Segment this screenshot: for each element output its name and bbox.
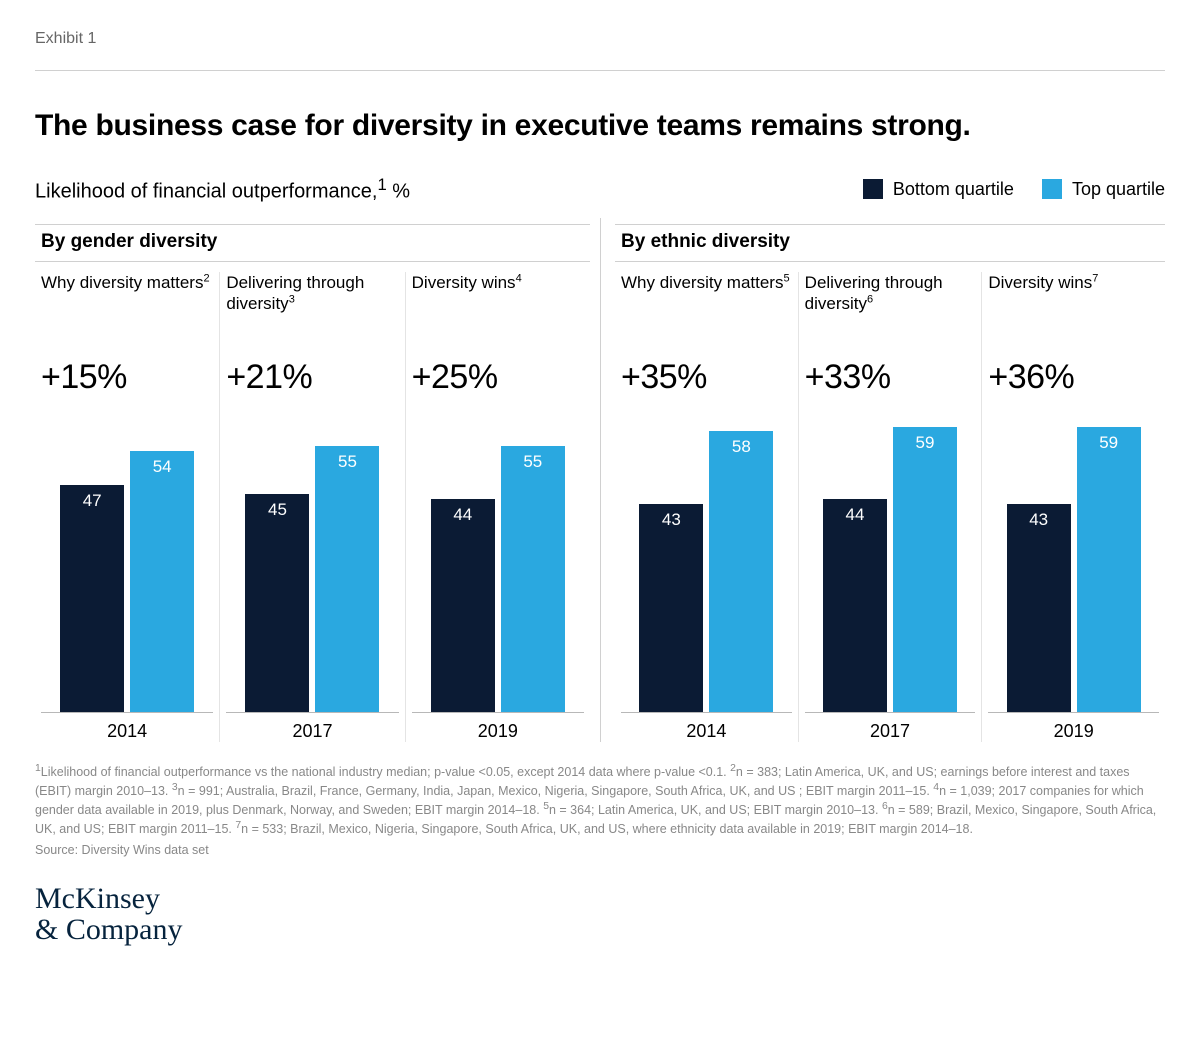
divider: [35, 70, 1165, 71]
logo-line-1: McKinsey: [35, 883, 1165, 915]
delta-value: +15%: [41, 358, 213, 397]
exhibit-label: Exhibit 1: [35, 30, 1165, 48]
panel-label: Delivering through diversity3: [226, 272, 398, 342]
chart-title: The business case for diversity in execu…: [35, 109, 1165, 143]
bars: 43 58: [621, 423, 792, 713]
subtitle-row: Likelihood of financial outperformance,1…: [35, 175, 1165, 204]
panel: Why diversity matters2 +15% 47 54 2014: [35, 272, 220, 742]
panels: Why diversity matters2+15%47542014Delive…: [35, 272, 590, 742]
footnotes: 1Likelihood of financial outperformance …: [35, 762, 1165, 859]
panel-label: Delivering through diversity6: [805, 272, 976, 342]
bar-value-label: 45: [268, 500, 287, 520]
bar-value-label: 58: [732, 437, 751, 457]
mckinsey-logo: McKinsey & Company: [35, 883, 1165, 946]
panel: Delivering through diversity6 +33% 44 59 201…: [799, 272, 983, 742]
panel: Diversity wins4 +25% 44 55 2019: [406, 272, 590, 742]
panel-label: Why diversity matters2: [41, 272, 213, 342]
bar-value-label: 44: [846, 505, 865, 525]
bars: 45 55: [226, 423, 398, 713]
bar-bottom-quartile: 43: [1007, 504, 1071, 712]
chart-sections: By gender diversity Why diversity matters…: [35, 218, 1165, 742]
delta-value: +33%: [805, 358, 976, 397]
bars: 44 55: [412, 423, 584, 713]
legend-top-label: Top quartile: [1072, 179, 1165, 200]
year-label: 2019: [988, 713, 1159, 742]
bar-top-quartile: 59: [1077, 427, 1141, 712]
section-title: By gender diversity: [35, 224, 590, 262]
chart-subtitle: Likelihood of financial outperformance,1…: [35, 175, 410, 204]
panel: Diversity wins7 +36% 43 59 2019: [982, 272, 1165, 742]
legend: Bottom quartile Top quartile: [863, 179, 1165, 200]
delta-value: +21%: [226, 358, 398, 397]
panel: Delivering through diversity3 +21% 45 55 201…: [220, 272, 405, 742]
year-label: 2017: [226, 713, 398, 742]
bar-top-quartile: 54: [130, 451, 194, 712]
bar-value-label: 55: [338, 452, 357, 472]
swatch-top: [1042, 179, 1062, 199]
bar-value-label: 44: [453, 505, 472, 525]
bar-value-label: 59: [1099, 433, 1118, 453]
delta-value: +35%: [621, 358, 792, 397]
bar-bottom-quartile: 43: [639, 504, 703, 712]
footnotes-text: 1Likelihood of financial outperformance …: [35, 762, 1165, 838]
bar-bottom-quartile: 47: [60, 485, 124, 712]
delta-value: +36%: [988, 358, 1159, 397]
bar-value-label: 59: [916, 433, 935, 453]
year-label: 2014: [621, 713, 792, 742]
year-label: 2017: [805, 713, 976, 742]
bars: 44 59: [805, 423, 976, 713]
legend-bottom-quartile: Bottom quartile: [863, 179, 1014, 200]
panel-label: Diversity wins7: [988, 272, 1159, 342]
swatch-bottom: [863, 179, 883, 199]
bar-bottom-quartile: 44: [431, 499, 495, 712]
bar-top-quartile: 58: [709, 431, 773, 711]
section-ethnic: By ethnic diversity Why diversity matters…: [600, 218, 1165, 742]
panel: Why diversity matters5 +35% 43 58 2014: [615, 272, 799, 742]
bar-top-quartile: 55: [315, 446, 379, 712]
bar-value-label: 43: [1029, 510, 1048, 530]
panel-label: Diversity wins4: [412, 272, 584, 342]
source-line: Source: Diversity Wins data set: [35, 842, 1165, 859]
logo-line-2: & Company: [35, 914, 1165, 946]
legend-bottom-label: Bottom quartile: [893, 179, 1014, 200]
section-title: By ethnic diversity: [615, 224, 1165, 262]
bar-value-label: 47: [83, 491, 102, 511]
bars: 43 59: [988, 423, 1159, 713]
legend-top-quartile: Top quartile: [1042, 179, 1165, 200]
delta-value: +25%: [412, 358, 584, 397]
bar-top-quartile: 59: [893, 427, 957, 712]
bar-bottom-quartile: 45: [245, 494, 309, 712]
panel-label: Why diversity matters5: [621, 272, 792, 342]
bar-bottom-quartile: 44: [823, 499, 887, 712]
year-label: 2019: [412, 713, 584, 742]
bar-value-label: 54: [153, 457, 172, 477]
panels: Why diversity matters5+35%43582014Delive…: [615, 272, 1165, 742]
bars: 47 54: [41, 423, 213, 713]
year-label: 2014: [41, 713, 213, 742]
bar-top-quartile: 55: [501, 446, 565, 712]
section-gender: By gender diversity Why diversity matters…: [35, 218, 600, 742]
bar-value-label: 43: [662, 510, 681, 530]
bar-value-label: 55: [523, 452, 542, 472]
